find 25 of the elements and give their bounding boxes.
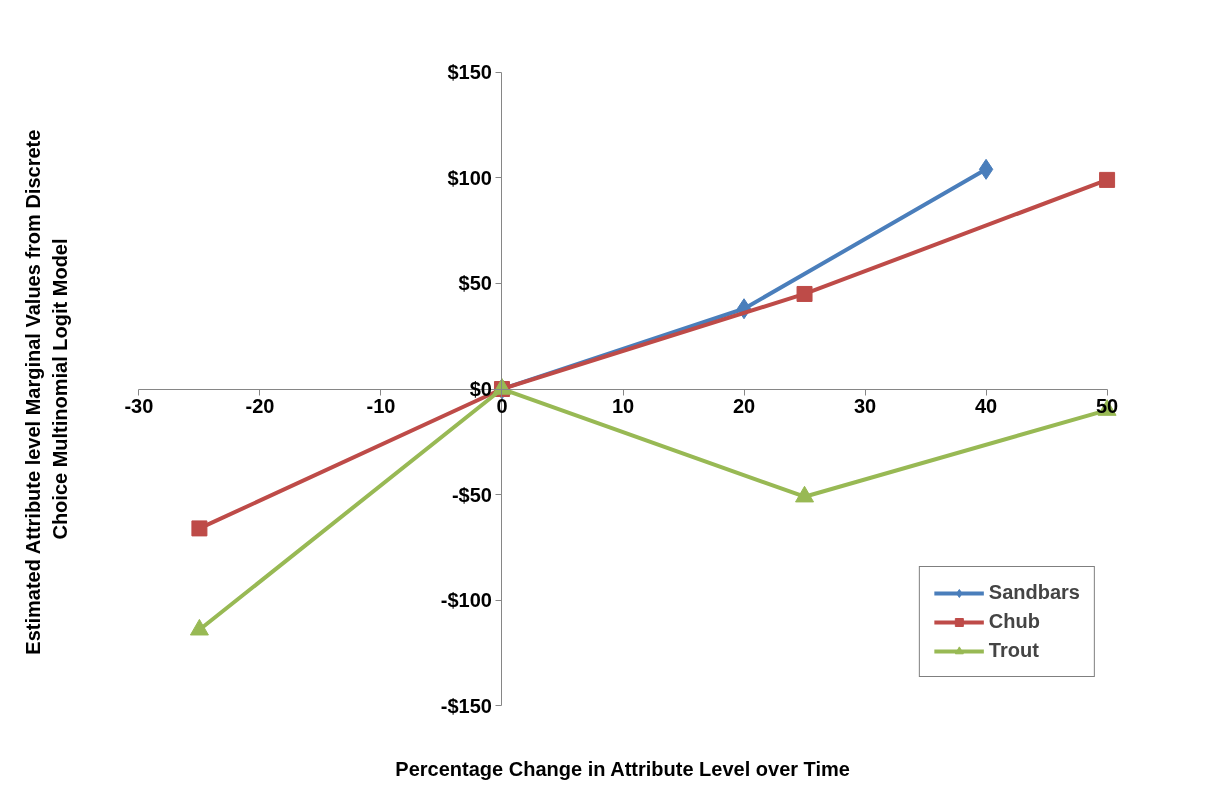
x-tick-label: 30 [853, 395, 877, 417]
point [795, 485, 815, 503]
x-tick-label: 10 [611, 395, 635, 417]
y-tick-label: $50 [458, 272, 492, 295]
x-tick-label: 20 [732, 395, 756, 417]
y-tick-label: -$150 [440, 694, 492, 717]
y-tick-label: $0 [469, 378, 492, 400]
x-tick-label: 40 [974, 395, 998, 417]
point [189, 618, 209, 636]
x-tick-label: -20 [245, 395, 275, 417]
legend-label: Trout [988, 639, 1039, 662]
y-tick-label: -$50 [451, 483, 492, 506]
y-tick-label: $100 [447, 166, 492, 189]
legend-label: Chub [988, 610, 1040, 633]
y-tick-label: -$100 [440, 589, 492, 612]
point [1099, 171, 1116, 188]
point [796, 285, 813, 302]
x-tick-label: 0 [496, 395, 508, 417]
point [978, 158, 994, 180]
x-tick-label: -30 [124, 395, 154, 417]
x-tick-label: -10 [366, 395, 396, 417]
y-axis-title: Estimated Attribute level Marginal Values from Discrete Choice Multinomial Logit Model [22, 129, 71, 655]
y-tick-label: $150 [447, 61, 492, 84]
x-axis-title: Percentage Change in Attribute Level over Time [395, 757, 850, 780]
legend-label: Sandbars [988, 581, 1080, 604]
